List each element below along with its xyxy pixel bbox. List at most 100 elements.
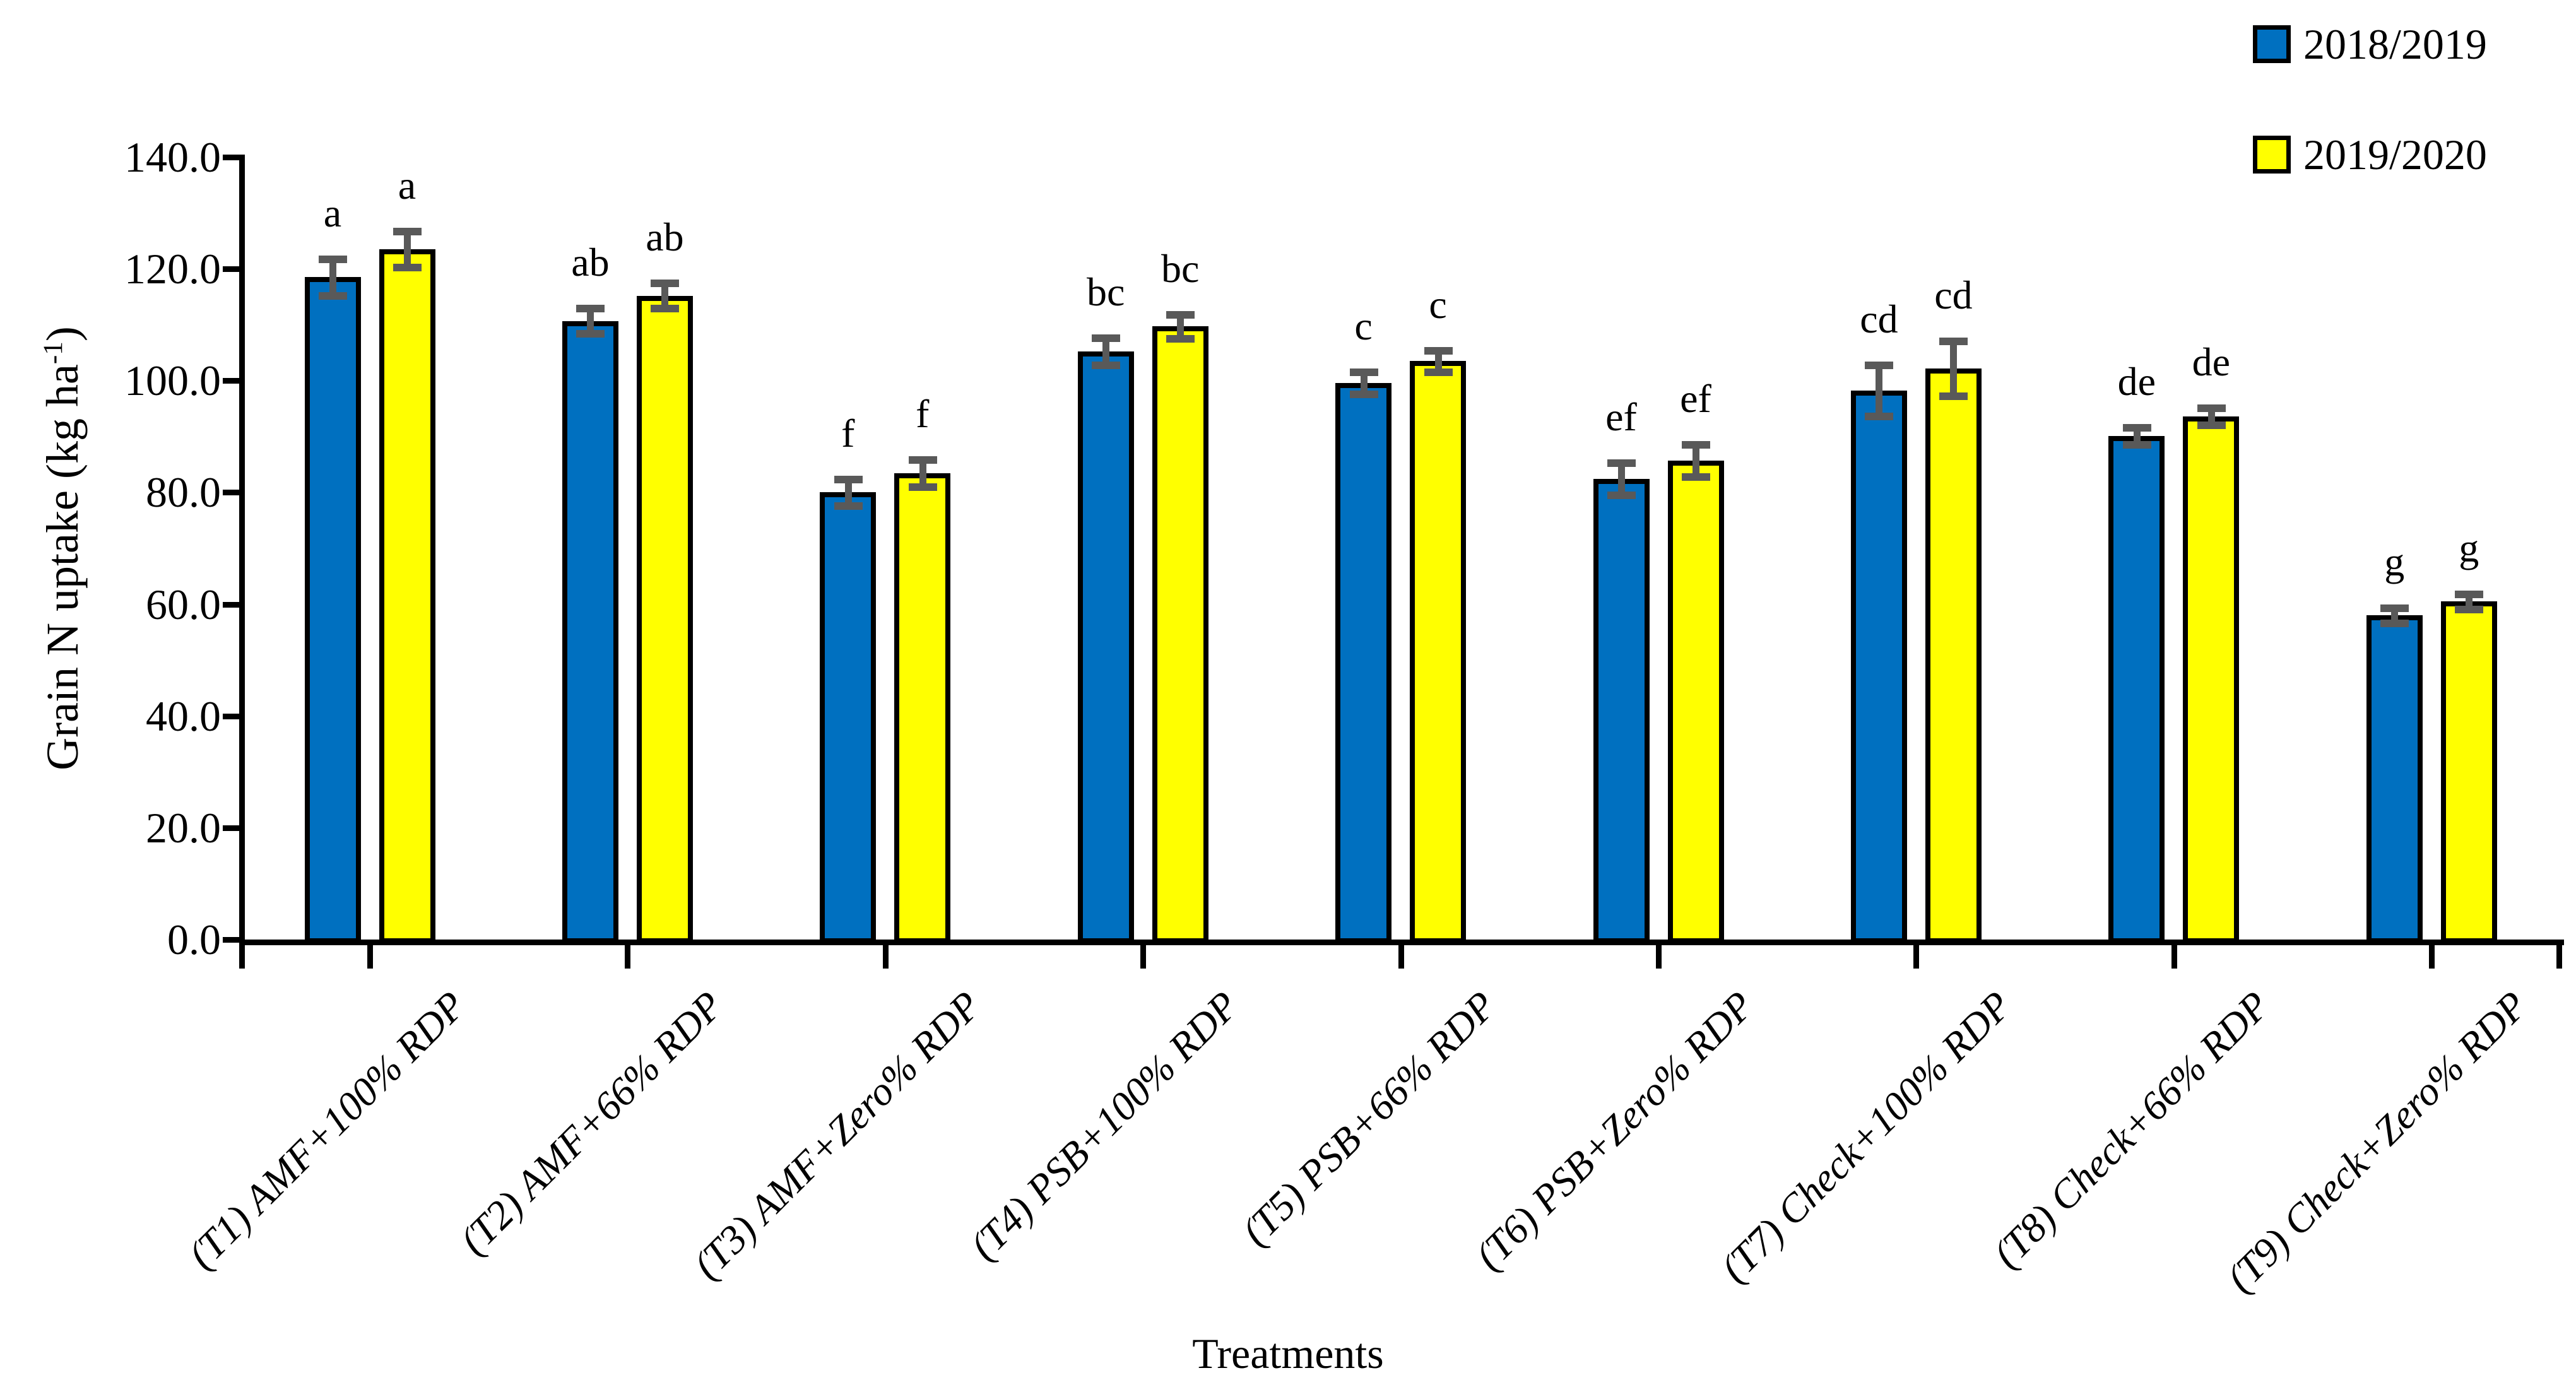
x-category-label: (T6) PSB+Zero% RDP [1466,982,1763,1278]
bar-2019-2020-T8 [2183,416,2240,943]
bar-2019-2020-T2 [636,295,693,943]
significance-letter: f [916,391,930,437]
y-tick-mark [223,825,242,831]
error-bar-cap-bottom [576,329,605,338]
legend-swatch-2018-2019 [2253,25,2291,63]
error-bar-line [2133,427,2141,445]
error-bar-cap-top [1092,334,1121,343]
y-tick-label: 120.0 [124,245,221,293]
error-bar-cap-bottom [2380,619,2409,627]
x-tick-mark [1140,945,1147,969]
significance-letter: bc [1086,269,1125,315]
significance-letter: bc [1161,245,1200,291]
x-axis-title: Treatments [1192,1329,1384,1377]
legend-item-2019-2020: 2019/2020 [2253,129,2487,180]
x-tick-mark [2556,945,2562,969]
significance-letter: c [1429,281,1447,327]
error-bar-cap-bottom [908,483,937,492]
y-tick-label: 140.0 [124,133,221,181]
x-category-label: (T3) AMF+Zero% RDP [684,982,990,1288]
error-bar-line [2466,593,2473,610]
error-bar-cap-top [2455,590,2484,598]
y-tick-label: 100.0 [124,357,221,405]
error-bar-line [1360,372,1368,394]
error-bar-line [919,459,926,488]
error-bar-line [1876,365,1883,416]
y-tick-mark [223,713,242,719]
error-bar-cap-top [1607,459,1636,468]
y-tick-label: 60.0 [146,580,221,628]
bar-2019-2020-T9 [2440,601,2497,943]
significance-letter: c [1354,304,1373,349]
x-tick-mark [367,945,373,969]
error-bar-cap-top [908,456,937,464]
error-bar-line [844,479,852,506]
error-bar-line [587,308,594,334]
error-bar-line [1618,463,1625,495]
bar-2019-2020-T3 [894,473,951,943]
error-bar-cap-bottom [1607,491,1636,499]
error-bar-cap-top [2197,404,2226,412]
error-bar-cap-top [319,256,347,264]
error-bar-cap-bottom [1092,362,1121,370]
error-bar-cap-top [1424,346,1453,355]
error-bar-cap-bottom [2197,421,2226,430]
bar-2018-2019-T4 [1077,351,1134,943]
error-bar-line [1102,338,1110,366]
x-category-label: (T8) Check+66% RDP [1984,982,2278,1276]
error-bar-line [1693,444,1699,477]
error-bar-cap-top [393,227,422,235]
error-bar-cap-top [834,476,863,484]
legend-label-2018-2019: 2018/2019 [2303,20,2487,68]
x-tick-mark [2429,945,2435,969]
bar-2018-2019-T9 [2366,615,2423,943]
error-bar-cap-bottom [1939,392,1968,401]
error-bar-line [1177,314,1185,339]
error-bar-cap-bottom [319,292,347,300]
error-bar-cap-bottom [1166,334,1195,343]
error-bar-cap-bottom [393,264,422,272]
x-tick-mark [1398,945,1404,969]
y-tick-mark [223,266,242,273]
error-bar-cap-top [1166,310,1195,319]
significance-letter: cd [1934,272,1973,317]
error-bar-cap-top [1682,441,1710,449]
significance-letter: g [2459,525,2479,570]
significance-letter: ef [1680,376,1711,421]
y-tick-mark [223,378,242,384]
x-axis-line [239,940,2564,945]
y-axis-line [239,155,245,945]
bar-2019-2020-T6 [1667,460,1724,943]
x-tick-mark [625,945,631,969]
y-tick-label: 40.0 [146,692,221,740]
error-bar-line [1434,350,1442,372]
significance-letter: f [841,411,855,456]
bar-2019-2020-T5 [1410,361,1467,943]
error-bar-cap-bottom [2122,441,2151,449]
x-tick-mark [2171,945,2177,969]
error-bar-line [404,230,411,268]
error-bar-line [661,283,669,309]
legend-item-2018-2019: 2018/2019 [2253,19,2487,69]
significance-letter: de [2117,358,2156,404]
error-bar-cap-bottom [1865,412,1894,420]
significance-letter: ab [646,215,684,260]
y-tick-label: 80.0 [146,468,221,517]
bar-2018-2019-T6 [1593,479,1650,943]
error-bar-line [329,259,336,296]
x-tick-mark [1656,945,1662,969]
bar-2018-2019-T1 [304,277,361,943]
y-tick-mark [223,490,242,496]
error-bar-line [1950,340,1958,397]
significance-letter: a [323,191,342,236]
error-bar-cap-top [1939,337,1968,345]
bar-2019-2020-T7 [1925,368,1982,943]
error-bar-cap-top [2380,604,2409,612]
error-bar-cap-bottom [1682,473,1710,481]
bar-2018-2019-T7 [1850,391,1907,943]
significance-letter: cd [1860,297,1898,342]
y-tick-mark [223,937,242,943]
y-tick-mark [223,601,242,608]
